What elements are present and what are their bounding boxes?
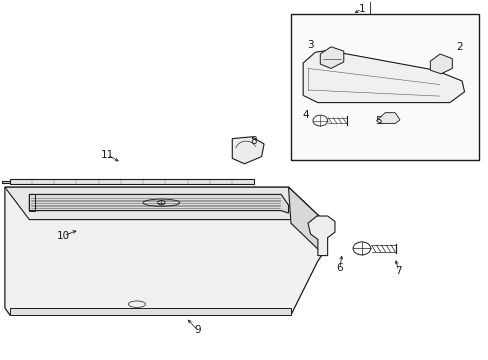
Text: 11: 11 — [101, 150, 114, 160]
Polygon shape — [29, 194, 288, 213]
Polygon shape — [10, 308, 290, 315]
Polygon shape — [2, 181, 10, 183]
Polygon shape — [288, 187, 322, 254]
Polygon shape — [10, 179, 254, 184]
Text: 1: 1 — [358, 4, 365, 14]
Polygon shape — [5, 187, 322, 220]
Polygon shape — [303, 50, 464, 103]
Text: 10: 10 — [57, 231, 70, 241]
Polygon shape — [232, 137, 264, 164]
Polygon shape — [376, 113, 399, 123]
Text: 8: 8 — [249, 136, 256, 147]
Text: 5: 5 — [375, 116, 382, 126]
Polygon shape — [320, 47, 343, 68]
Polygon shape — [307, 216, 334, 256]
Text: 4: 4 — [302, 110, 308, 120]
Text: 9: 9 — [194, 325, 201, 336]
Polygon shape — [5, 187, 322, 315]
Text: 2: 2 — [455, 42, 462, 52]
Polygon shape — [429, 54, 451, 74]
Text: 6: 6 — [336, 263, 343, 273]
Polygon shape — [290, 14, 478, 160]
Text: 7: 7 — [394, 266, 401, 276]
Text: 3: 3 — [306, 40, 313, 50]
